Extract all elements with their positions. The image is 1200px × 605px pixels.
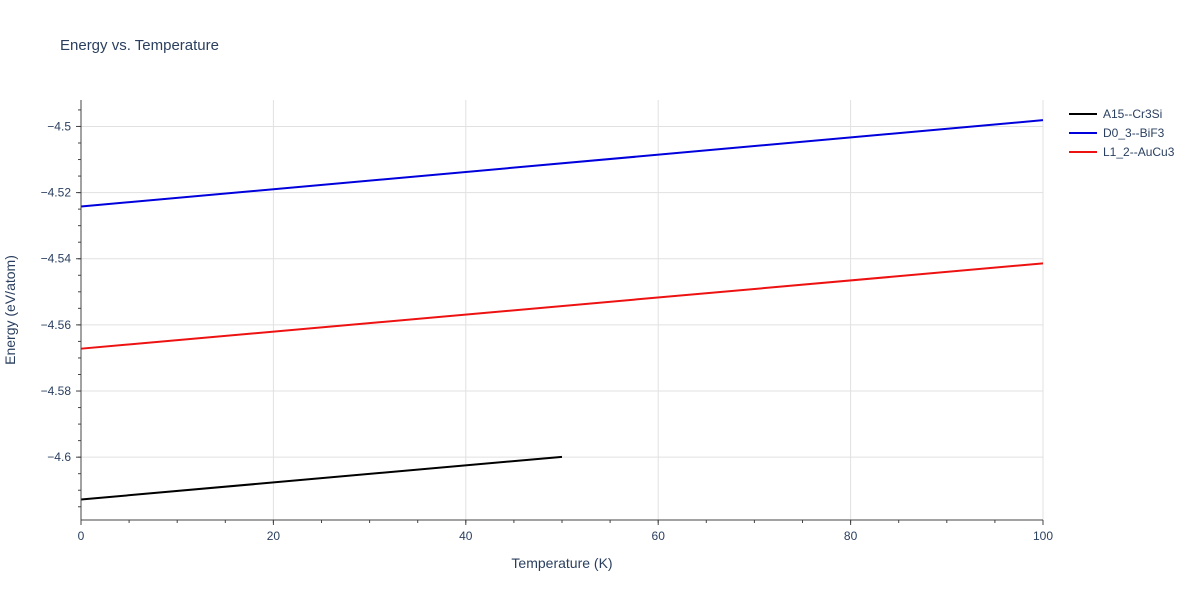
y-tick-label: −4.54 — [41, 252, 72, 266]
series-line-0[interactable] — [80, 455, 563, 501]
legend[interactable]: A15--Cr3Si D0_3--BiF3 L1_2--AuCu3 — [1069, 107, 1175, 159]
y-tick-label: −4.56 — [41, 318, 72, 332]
legend-item-1[interactable]: D0_3--BiF3 — [1069, 126, 1165, 140]
x-tick-label: 40 — [459, 529, 473, 543]
y-axis-title: Energy (eV/atom) — [2, 255, 18, 365]
legend-label: D0_3--BiF3 — [1103, 126, 1165, 140]
y-tick-label: −4.6 — [47, 450, 71, 464]
legend-label: L1_2--AuCu3 — [1103, 145, 1175, 159]
y-tick-label: −4.5 — [47, 119, 71, 133]
x-tick-label: 80 — [844, 529, 858, 543]
series-line-1[interactable] — [80, 119, 1044, 208]
series-line-2[interactable] — [80, 262, 1044, 350]
x-tick-label: 100 — [1033, 529, 1053, 543]
x-tick-label: 20 — [267, 529, 281, 543]
y-tick-label: −4.52 — [41, 186, 72, 200]
axes: 0 20 40 60 80 100 −4.6 −4.58 −4.56 −4.54 −4.52 −4.5 — [41, 100, 1053, 543]
legend-item-0[interactable]: A15--Cr3Si — [1069, 107, 1162, 121]
x-tick-label: 0 — [78, 529, 85, 543]
y-tick-label: −4.58 — [41, 384, 72, 398]
series-layer — [80, 119, 1044, 501]
legend-label: A15--Cr3Si — [1103, 107, 1162, 121]
legend-item-2[interactable]: L1_2--AuCu3 — [1069, 145, 1175, 159]
chart-title: Energy vs. Temperature — [60, 37, 219, 54]
x-tick-label: 60 — [652, 529, 666, 543]
x-axis-title: Temperature (K) — [511, 555, 612, 571]
